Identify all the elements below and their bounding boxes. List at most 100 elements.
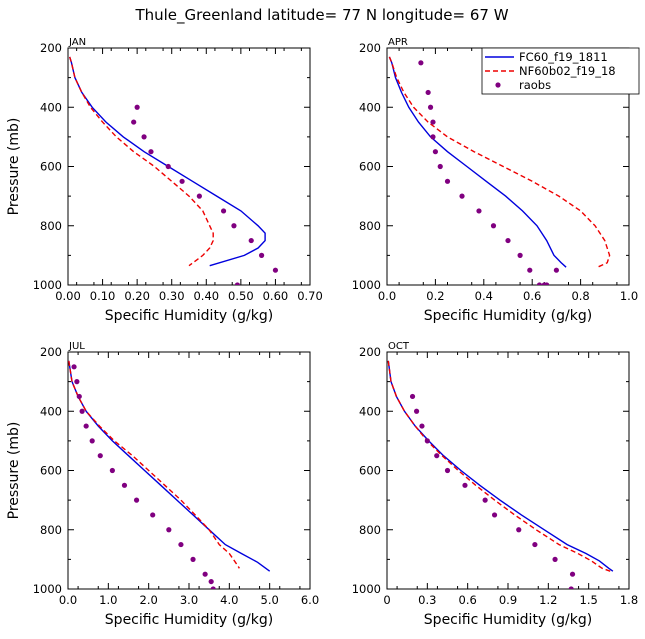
y-tick-label: 400 [359, 100, 381, 114]
raobs-point [490, 223, 497, 229]
y-axis-label: Pressure (mb) [6, 118, 22, 216]
x-tick-label: 1.0 [620, 289, 638, 303]
raobs-point [210, 586, 216, 589]
raobs-point [121, 482, 128, 488]
chart-title: Thule_Greenland latitude= 77 N longitude… [134, 6, 508, 25]
raobs-point [79, 408, 85, 414]
x-tick-label: 0.0 [59, 593, 77, 607]
raobs-point [71, 364, 77, 370]
y-tick-label: 200 [359, 345, 381, 359]
x-tick-label: 1.0 [99, 593, 117, 607]
fc60-line [69, 56, 266, 267]
raobs-point [220, 208, 227, 214]
x-tick-label: 0.50 [228, 289, 254, 303]
raobs-point [179, 178, 185, 184]
x-tick-label: 3.0 [180, 593, 198, 607]
raobs-point [552, 556, 558, 562]
raobs-point [413, 408, 420, 414]
y-tick-label: 800 [359, 523, 381, 537]
legend-entry-label: NF60b02_f19_18 [519, 64, 616, 78]
plot-frame [386, 351, 630, 590]
raobs-point [459, 193, 465, 199]
legend-entry-label: raobs [519, 78, 551, 92]
plot-area [387, 360, 614, 589]
raobs-point [569, 571, 576, 577]
raobs-point [83, 423, 89, 429]
x-tick-label: 1.5 [580, 593, 598, 607]
x-tick-label: 2.0 [140, 593, 158, 607]
y-tick-label: 1000 [33, 582, 62, 596]
raobs-point [462, 482, 468, 488]
raobs-point [434, 453, 440, 459]
y-tick-label: 200 [40, 41, 62, 55]
raobs-point [516, 527, 522, 533]
nf60-line [387, 360, 611, 572]
x-tick-label: 0.40 [193, 289, 219, 303]
plot-area [68, 360, 271, 589]
raobs-point [234, 282, 240, 285]
raobs-point [482, 497, 488, 503]
x-tick-label: 1.8 [620, 593, 638, 607]
nf60-line [69, 56, 214, 267]
raobs-point [133, 497, 140, 503]
y-tick-label: 600 [40, 464, 62, 478]
y-tick-label: 1000 [33, 278, 62, 292]
x-tick-label: 0.60 [263, 289, 289, 303]
panel-apr: 0.0 0.2 0.4 0.6 0.8 1.0 200 400 600 800 1000 APR Spe… [352, 37, 638, 324]
raobs-point [134, 104, 140, 110]
plot-frame [67, 47, 311, 286]
y-tick-label: 1000 [352, 278, 381, 292]
panel-label: APR [388, 37, 408, 48]
raobs-point [424, 438, 430, 444]
fc60-line [387, 360, 614, 572]
raobs-point [532, 541, 538, 548]
y-tick-label: 1000 [352, 582, 381, 596]
y-tick-label: 400 [40, 404, 62, 418]
x-tick-label: 1.2 [539, 593, 557, 607]
raobs-point [527, 267, 533, 273]
raobs-point [141, 134, 147, 140]
y-tick-label: 600 [359, 160, 381, 174]
x-tick-label: 0.8 [571, 289, 589, 303]
raobs-point [202, 571, 208, 577]
raobs-point [196, 193, 202, 199]
x-tick-label: 0.20 [124, 289, 150, 303]
legend-entry-label: FC60_f19_1811 [519, 50, 608, 64]
raobs-point [208, 578, 214, 585]
y-tick-label: 400 [40, 100, 62, 114]
x-tick-label: 0.2 [426, 289, 444, 303]
legend-box [481, 47, 640, 95]
x-tick-label: 0.6 [459, 593, 477, 607]
raobs-point [430, 134, 436, 140]
y-tick-label: 600 [40, 160, 62, 174]
raobs-point [248, 237, 254, 244]
raobs-point [444, 467, 451, 474]
raobs-point [109, 467, 115, 474]
raobs-point [148, 149, 154, 155]
x-tick-label: 5.0 [261, 593, 279, 607]
raobs-point [409, 393, 416, 400]
raobs-point [430, 119, 436, 125]
x-axis-label: Specific Humidity (g/kg) [424, 612, 592, 628]
plot-frame [67, 351, 311, 590]
raobs-point [190, 556, 196, 562]
raobs-point [418, 60, 424, 66]
y-tick-label: 800 [40, 523, 62, 537]
x-tick-label: 0.6 [523, 289, 541, 303]
fc60-line [388, 56, 567, 268]
raobs-point [74, 379, 80, 385]
raobs-point [150, 512, 156, 518]
nf60-line [388, 56, 611, 268]
raobs-point [476, 208, 482, 214]
legend-raobs-marker [495, 82, 501, 88]
y-tick-label: 600 [359, 464, 381, 478]
x-tick-label: 0.3 [418, 593, 436, 607]
panel-oct: 0 0.3 0.6 0.9 1.2 1.5 1.8 200 400 600 800 1000 OCT Sp… [352, 341, 638, 628]
y-tick-label: 800 [40, 219, 62, 233]
x-axis-label: Specific Humidity (g/kg) [424, 308, 592, 324]
x-tick-label: 0.10 [90, 289, 116, 303]
plot-area [388, 56, 611, 285]
x-tick-label: 4.0 [220, 593, 238, 607]
y-tick-label: 200 [40, 345, 62, 359]
